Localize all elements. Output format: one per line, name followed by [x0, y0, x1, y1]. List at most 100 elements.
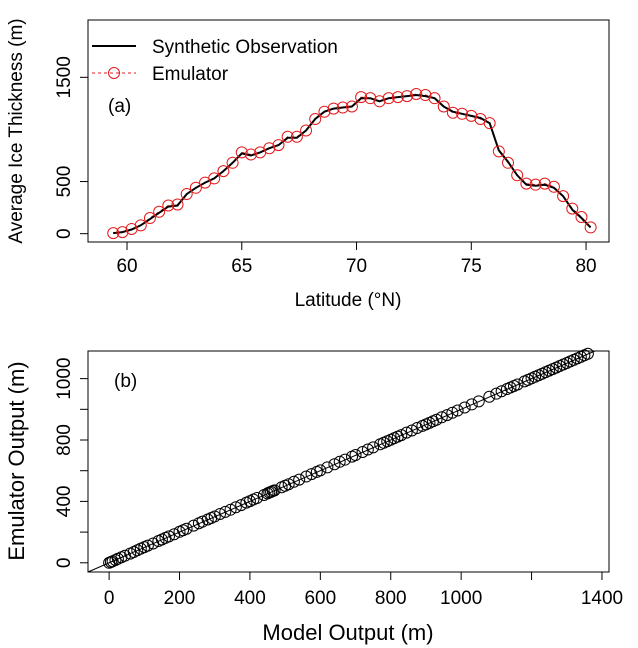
panel-a-y-tick-label: 1500	[54, 56, 75, 98]
legend-label-synthetic-observation: Synthetic Observation	[152, 37, 338, 58]
panel-a-y-ticks: 0 500 1500	[54, 56, 88, 239]
scatter-point	[300, 470, 313, 483]
panel-b-y-tick-label: 1000	[54, 357, 75, 399]
emulator-point	[162, 199, 175, 212]
synthetic-observation-line	[113, 93, 592, 235]
emulator-point	[364, 92, 377, 105]
emulator-point	[483, 117, 496, 130]
panel-a-label: (a)	[108, 96, 131, 117]
panel-b-x-ticks: 0 200 400 600 800 1000 1400	[104, 572, 623, 609]
scatter-point	[430, 413, 443, 426]
emulator-line	[113, 93, 591, 234]
emulator-point	[263, 142, 276, 155]
scatter-point	[250, 492, 263, 505]
emulator-point	[529, 178, 542, 191]
emulator-point	[465, 109, 478, 122]
scatter-point	[490, 387, 503, 400]
emulator-point	[437, 100, 450, 113]
panel-a-x-tick-label: 80	[575, 256, 596, 277]
scatter-point	[405, 424, 418, 437]
panel-b: 0 200 400 600 800 1000 1400 0 400 800 1000 (b) Mo…	[4, 347, 623, 645]
scatter-point	[451, 404, 464, 417]
emulator-point	[217, 165, 230, 178]
emulator-point	[153, 205, 166, 218]
scatter-point	[219, 505, 232, 518]
panel-b-y-tick-label: 0	[54, 558, 75, 569]
emulator-point	[290, 130, 303, 143]
panel-a-legend: Synthetic Observation Emulator	[92, 37, 338, 85]
identity-line	[87, 350, 596, 573]
emulator-point	[391, 91, 404, 104]
emulator-point	[336, 101, 349, 114]
emulator-point	[309, 113, 322, 126]
scatter-point	[495, 385, 508, 398]
emulator-point	[180, 188, 193, 201]
scatter-point	[367, 441, 380, 454]
panel-a: 60 65 70 75 80 0 500 1500 (a) Latitude (°N) Av…	[6, 18, 610, 311]
scatter-point	[349, 449, 362, 462]
panel-b-x-tick-label: 400	[234, 588, 266, 609]
emulator-point	[428, 92, 441, 105]
panel-b-x-tick-label: 1400	[581, 588, 623, 609]
panel-b-y-tick-label: 800	[54, 424, 75, 456]
panel-b-y-ticks: 0 400 800 1000	[54, 357, 88, 568]
panel-b-points	[103, 347, 594, 569]
emulator-point	[382, 92, 395, 105]
panel-b-label: (b)	[114, 371, 137, 392]
emulator-point	[318, 105, 331, 118]
legend-marker-emulator	[108, 67, 120, 79]
emulator-point	[538, 177, 551, 190]
scatter-point	[224, 503, 237, 516]
emulator-point	[446, 106, 459, 119]
panel-b-x-axis-label: Model Output (m)	[262, 620, 433, 645]
panel-a-y-axis-label: Average Ice Thickness (m)	[6, 18, 27, 243]
scatter-point	[180, 522, 193, 535]
panel-b-reference-line	[87, 350, 596, 573]
scatter-point	[214, 507, 227, 520]
emulator-point	[281, 130, 294, 143]
panel-b-y-axis-label: Emulator Output (m)	[4, 361, 29, 560]
emulator-point	[300, 124, 313, 137]
emulator-point	[502, 156, 515, 169]
emulator-point	[511, 169, 524, 182]
scatter-point	[287, 475, 300, 488]
emulator-point	[547, 180, 560, 193]
scatter-point	[361, 443, 374, 456]
panel-b-plot-frame	[87, 350, 610, 573]
emulator-point	[492, 145, 505, 158]
panel-b-x-tick-label: 200	[164, 588, 196, 609]
emulator-point	[208, 172, 221, 185]
emulator-point	[272, 139, 285, 152]
scatter-point	[483, 390, 496, 403]
scatter-point	[321, 461, 334, 474]
emulator-point	[566, 202, 579, 215]
scatter-point	[356, 445, 369, 458]
panel-a-x-tick-label: 65	[231, 256, 252, 277]
emulator-point	[456, 107, 469, 120]
scatter-point	[162, 530, 175, 543]
scatter-point	[441, 409, 454, 422]
panel-a-x-axis-label: Latitude (°N)	[295, 290, 402, 311]
emulator-point	[143, 212, 156, 225]
emulator-point	[134, 219, 147, 232]
panel-a-x-tick-label: 70	[346, 256, 367, 277]
panel-b-x-tick-label: 600	[304, 588, 336, 609]
panel-a-x-tick-label: 75	[461, 256, 482, 277]
scatter-point	[229, 501, 242, 514]
panel-b-x-tick-label: 0	[104, 588, 115, 609]
emulator-point	[575, 210, 588, 223]
scatter-point	[435, 411, 448, 424]
scatter-point	[305, 468, 318, 481]
emulator-point	[584, 221, 597, 234]
emulator-point	[401, 90, 414, 103]
emulator-point	[557, 190, 570, 203]
emulator-point	[226, 156, 239, 169]
panel-b-x-tick-label: 800	[375, 588, 407, 609]
panel-a-x-tick-label: 60	[116, 256, 137, 277]
panel-a-y-tick-label: 0	[54, 228, 75, 239]
scatter-point	[118, 549, 131, 562]
emulator-point	[345, 100, 358, 113]
panel-a-plot-frame	[87, 19, 610, 243]
scatter-point	[196, 515, 209, 528]
legend-label-emulator: Emulator	[152, 64, 229, 85]
